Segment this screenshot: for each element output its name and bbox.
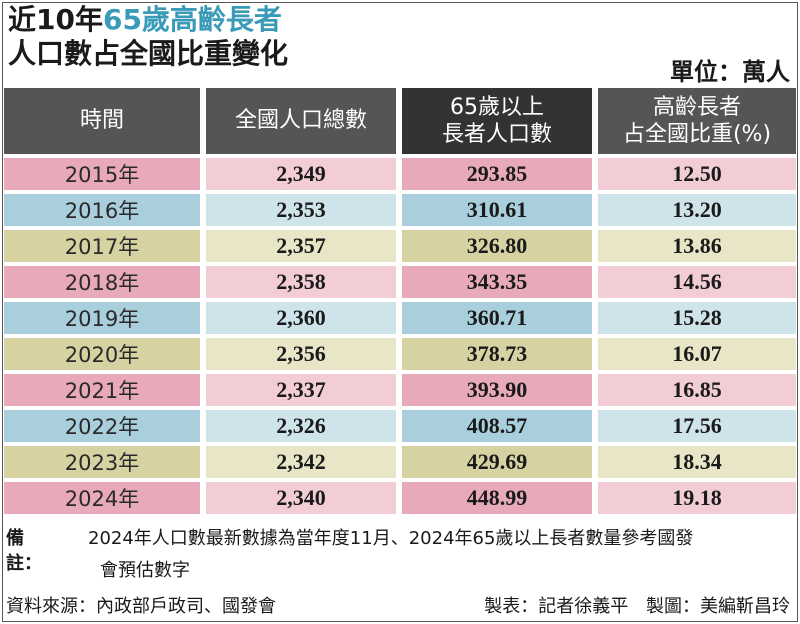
cell-ratio: 15.28 (598, 302, 796, 334)
cell-total: 2,357 (206, 230, 396, 262)
cell-ratio: 17.56 (598, 410, 796, 442)
cell-total: 2,356 (206, 338, 396, 370)
cell-total: 2,342 (206, 446, 396, 478)
cell-ratio: 19.18 (598, 482, 796, 514)
credit-table: 製表：記者徐義平 (484, 596, 629, 617)
header-ratio-line1: 高齡長者 (652, 94, 741, 120)
table-row: 2015年 2,349 293.85 12.50 (4, 154, 796, 190)
cell-year: 2015年 (4, 158, 200, 190)
cell-year: 2022年 (4, 410, 200, 442)
cell-year: 2019年 (4, 302, 200, 334)
table-row: 2020年 2,356 378.73 16.07 (4, 334, 796, 370)
note-line-1: 2024年人口數最新數據為當年度11月、2024年65歲以上長者數量參考國發 (88, 528, 694, 549)
header-time-label: 時間 (79, 108, 124, 134)
cell-year: 2018年 (4, 266, 200, 298)
cell-ratio: 16.85 (598, 374, 796, 406)
cell-elderly: 393.90 (402, 374, 592, 406)
note-label: 備註： (6, 528, 42, 575)
source-text: 資料來源：內政部戶政司、國發會 (6, 596, 276, 617)
cell-elderly: 408.57 (402, 410, 592, 442)
cell-total: 2,349 (206, 158, 396, 190)
cell-total: 2,326 (206, 410, 396, 442)
title-prefix: 近10年 (8, 3, 103, 36)
credits: 製表：記者徐義平 製圖：美編靳昌玲 (472, 592, 790, 618)
cell-total: 2,337 (206, 374, 396, 406)
header-elderly-line2: 長者人口數 (441, 122, 552, 147)
cell-year: 2021年 (4, 374, 200, 406)
header-ratio-line2: 占全國比重(%) (622, 122, 772, 147)
table-row: 2021年 2,337 393.90 16.85 (4, 370, 796, 406)
cell-ratio: 14.56 (598, 266, 796, 298)
cell-elderly: 343.35 (402, 266, 592, 298)
header-time: 時間 (4, 88, 200, 154)
credit-graphic: 製圖：美編靳昌玲 (646, 596, 790, 617)
cell-elderly: 378.73 (402, 338, 592, 370)
unit-label: 單位：萬人 (670, 58, 790, 86)
cell-total: 2,353 (206, 194, 396, 226)
title-line-2: 人口數占全國比重變化 (8, 37, 289, 70)
cell-elderly: 293.85 (402, 158, 592, 190)
table-header: 時間 全國人口總數 65歲以上 長者人口數 高齡長者 占全國比重(%) (4, 88, 796, 154)
table-row: 2023年 2,342 429.69 18.34 (4, 442, 796, 478)
cell-elderly: 326.80 (402, 230, 592, 262)
cell-year: 2017年 (4, 230, 200, 262)
note-line-2: 會預估數字 (100, 560, 190, 581)
cell-ratio: 16.07 (598, 338, 796, 370)
cell-total: 2,360 (206, 302, 396, 334)
header-total-label: 全國人口總數 (234, 108, 367, 134)
cell-elderly: 310.61 (402, 194, 592, 226)
cell-ratio: 13.20 (598, 194, 796, 226)
table-body: 2015年 2,349 293.85 12.50 2016年 2,353 310.61 13.… (4, 154, 796, 514)
cell-ratio: 18.34 (598, 446, 796, 478)
cell-year: 2024年 (4, 482, 200, 514)
table-row: 2022年 2,326 408.57 17.56 (4, 406, 796, 442)
cell-elderly: 429.69 (402, 446, 592, 478)
cell-elderly: 360.71 (402, 302, 592, 334)
header-elderly-line1: 65歲以上 (450, 94, 544, 120)
table-row: 2018年 2,358 343.35 14.56 (4, 262, 796, 298)
cell-ratio: 12.50 (598, 158, 796, 190)
cell-year: 2023年 (4, 446, 200, 478)
title-accent: 65歲高齡長者 (102, 3, 282, 36)
header-elderly: 65歲以上 長者人口數 (402, 88, 592, 154)
table-row: 2017年 2,357 326.80 13.86 (4, 226, 796, 262)
title-block: 近10年65歲高齡長者 人口數占全國比重變化 (8, 6, 288, 68)
cell-year: 2016年 (4, 194, 200, 226)
table-row: 2016年 2,353 310.61 13.20 (4, 190, 796, 226)
cell-elderly: 448.99 (402, 482, 592, 514)
table-row: 2019年 2,360 360.71 15.28 (4, 298, 796, 334)
title-line-1: 近10年65歲高齡長者 (8, 6, 288, 34)
cell-year: 2020年 (4, 338, 200, 370)
cell-ratio: 13.86 (598, 230, 796, 262)
header-total: 全國人口總數 (206, 88, 396, 154)
data-table: 時間 全國人口總數 65歲以上 長者人口數 高齡長者 占全國比重(%) 2015… (4, 88, 796, 514)
cell-total: 2,358 (206, 266, 396, 298)
table-row: 2024年 2,340 448.99 19.18 (4, 478, 796, 514)
cell-total: 2,340 (206, 482, 396, 514)
header-ratio: 高齡長者 占全國比重(%) (598, 88, 796, 154)
